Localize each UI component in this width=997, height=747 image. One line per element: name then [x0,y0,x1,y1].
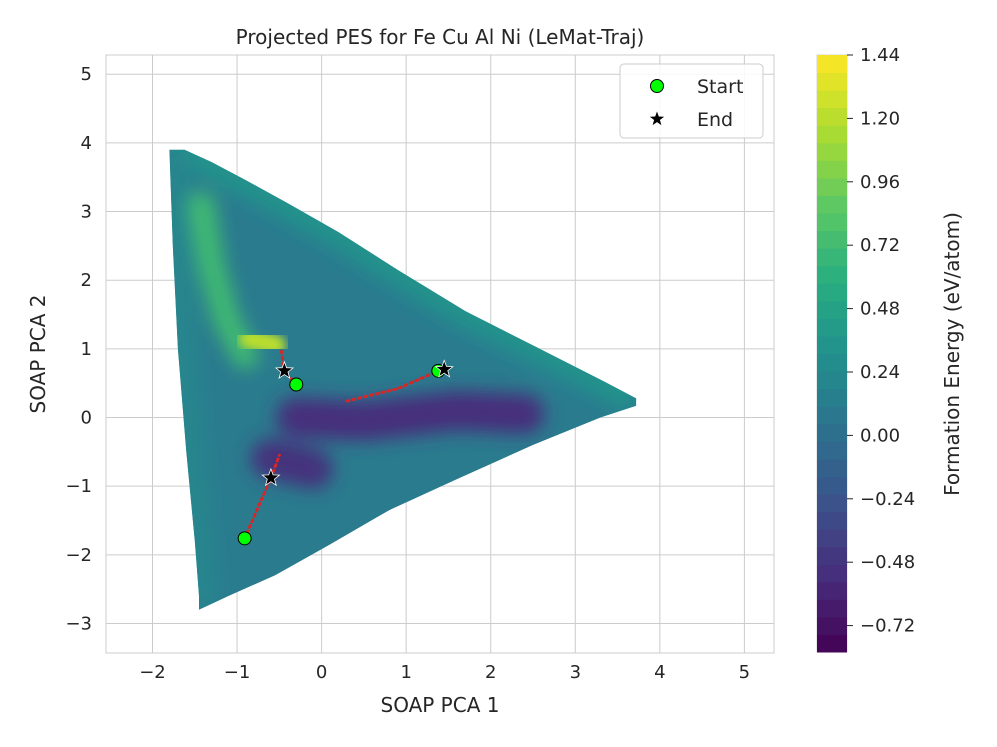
colorbar-band [817,283,847,302]
x-tick-label: 0 [316,662,327,683]
y-tick-label: 5 [81,64,92,85]
x-tick-label: −1 [224,662,251,683]
colorbar-tick-label: 0.24 [860,362,900,383]
colorbar-tick-label: −0.48 [860,552,915,573]
end-marker [434,359,454,378]
y-tick-label: 0 [81,408,92,429]
colorbar-tick-label: 1.20 [860,108,900,129]
colorbar-band [817,511,847,530]
colorbar-band [817,493,847,513]
colorbar-band [817,458,847,477]
colorbar-band [817,423,847,442]
start-marker [289,377,304,392]
y-tick-label: 3 [81,202,92,223]
colorbar-band [817,406,847,425]
legend-end-marker [649,111,665,126]
x-tick-labels: −2 −1 0 1 2 3 4 5 [139,662,750,683]
surface-feature-hot-spot [238,327,287,357]
legend-start-label: Start [697,76,743,98]
y-tick-label: −2 [65,545,92,566]
start-marker [237,531,252,546]
y-tick-label: −1 [65,476,92,497]
y-tick-label: 2 [81,270,92,291]
energy-surface [169,149,637,610]
y-tick-label: 4 [81,133,92,154]
colorbar-band [817,441,847,460]
chart-title: Projected PES for Fe Cu Al Ni (LeMat-Tra… [236,25,645,49]
colorbar-tick-label: 0.00 [860,425,900,446]
trajectory-markers [237,359,454,546]
colorbar-band [817,160,847,179]
colorbar-bands [817,55,847,653]
legend: Start End [619,63,764,139]
legend-end-label: End [697,109,733,131]
colorbar-tick-label: 1.44 [860,45,900,66]
legend-start-marker [650,79,664,93]
colorbar-tick-label: 0.48 [860,299,900,320]
surface-feature-central-well [276,390,545,441]
surface-left-rim [169,149,220,610]
colorbar-band [817,72,847,91]
surface-feature-bright-ridge [188,191,259,369]
end-marker [274,360,295,380]
colorbar-band [817,213,847,232]
colorbar-ticks: 1.44 1.20 0.96 0.72 0.48 0.24 0.00 −0.24 −0.48 −0… [847,45,915,637]
colorbar-band [817,581,847,600]
surface-rim [169,149,637,414]
x-tick-label: 1 [400,662,411,683]
colorbar-band [817,107,847,126]
surface-base [169,149,637,610]
colorbar-band [817,599,847,618]
colorbar-band [817,476,847,495]
x-tick-label: −2 [139,662,166,683]
x-tick-label: 4 [654,662,665,683]
colorbar-band [817,142,847,161]
colorbar-tick-label: 0.72 [860,235,900,256]
colorbar-band [817,564,847,583]
colorbar-band [817,616,847,635]
colorbar-tick-label: 0.96 [860,172,900,193]
colorbar-band [817,371,847,390]
colorbar-band [817,55,847,74]
end-marker [261,467,281,487]
colorbar-band [817,318,847,337]
y-tick-label: 1 [81,339,92,360]
y-tick-labels: −3 −2 −1 0 1 2 3 4 5 [65,64,92,634]
colorbar-band [817,248,847,267]
x-axis-label: SOAP PCA 1 [381,693,500,717]
colorbar-band [817,353,847,372]
axes-frame [105,54,775,654]
colorbar-band [817,177,847,196]
trajectory-line [345,369,440,403]
colorbar-band [817,529,847,548]
x-tick-label: 5 [739,662,750,683]
colorbar-band [817,125,847,144]
colorbar-band [817,300,847,319]
colorbar-band [817,546,847,565]
colorbar-band [817,230,847,249]
colorbar-tick-label: −0.24 [860,489,915,510]
x-tick-label: 2 [485,662,496,683]
colorbar: 1.44 1.20 0.96 0.72 0.48 0.24 0.00 −0.24 −0.48 −0… [816,45,964,653]
colorbar-band [817,388,847,407]
colorbar-label: Formation Energy (eV/atom) [940,212,964,496]
y-axis-label: SOAP PCA 2 [26,295,50,414]
colorbar-band [817,265,847,284]
colorbar-band [817,90,847,109]
colorbar-band [817,335,847,354]
colorbar-band [817,195,847,214]
y-tick-label: −3 [65,613,92,634]
colorbar-tick-label: −0.72 [860,616,915,637]
colorbar-band [817,634,847,653]
x-tick-label: 3 [570,662,581,683]
